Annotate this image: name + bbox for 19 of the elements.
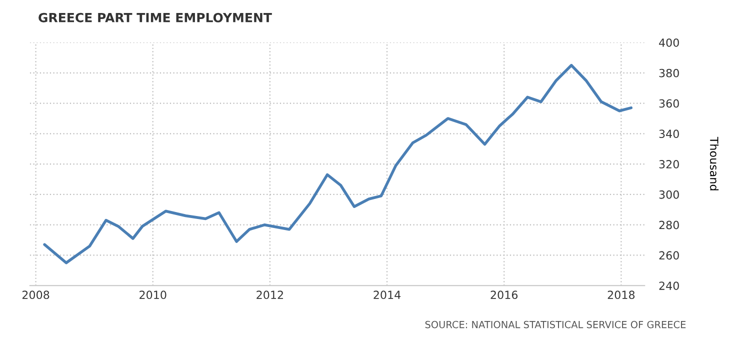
line-series [43, 64, 633, 264]
y2-tick-label: 240 [659, 282, 679, 290]
y2-tick-label: 380 [659, 68, 679, 78]
x-tick-label: 2016 [490, 290, 518, 300]
y2-tick-label: 400 [659, 38, 679, 47]
y2-tick-label: 360 [659, 99, 679, 108]
x-tick-label: 2014 [374, 290, 401, 300]
source-note: SOURCE: NATIONAL STATISTICAL SERVICE OF GREECE [425, 320, 686, 328]
chart-title: GREECE PART TIME EMPLOYMENT [38, 12, 272, 22]
y2-tick-label: 260 [659, 251, 679, 260]
x-tick-label: 2010 [140, 290, 166, 300]
y2-tick-label: 280 [659, 220, 679, 230]
y2-tick-label: 340 [659, 130, 679, 138]
x-tick-label: 2012 [256, 290, 283, 300]
y2-axis-title: Thousand [710, 136, 719, 190]
y2-tick-label: 320 [659, 160, 679, 168]
x-tick-label: 2018 [608, 290, 635, 300]
x-tick-label: 2008 [22, 290, 50, 300]
y2-tick-label: 300 [659, 190, 679, 199]
